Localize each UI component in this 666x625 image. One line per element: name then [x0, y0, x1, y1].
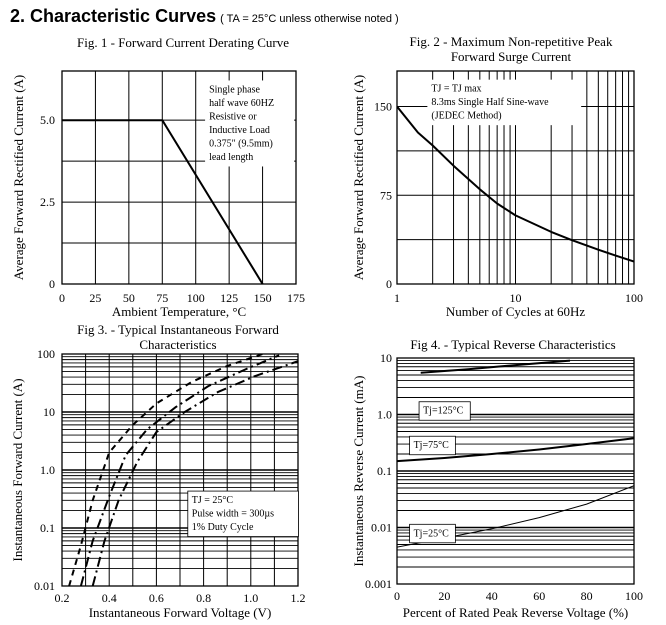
- y-axis-label: Instantaneous Reverse Current (mA): [351, 376, 366, 567]
- chart-title: Fig. 2 - Maximum Non-repetitive Peak: [410, 34, 613, 49]
- x-tick-label: 125: [220, 291, 238, 305]
- x-axis-label: Percent of Rated Peak Reverse Voltage (%…: [403, 605, 629, 620]
- x-axis-label: Instantaneous Forward Voltage (V): [89, 605, 272, 620]
- chart-title: Fig 4. - Typical Reverse Characteristics: [410, 337, 615, 352]
- x-tick-label: 0.4: [102, 591, 117, 605]
- annotation-text: Tj=75°C: [414, 440, 450, 451]
- y-axis-label: Instantaneous Forward Current (A): [10, 378, 25, 561]
- x-axis-label: Number of Cycles at 60Hz: [446, 304, 586, 319]
- x-tick-label: 1.2: [291, 591, 306, 605]
- annotation-text: 0.375" (9.5mm): [209, 138, 273, 149]
- y-tick-label: 0.1: [40, 521, 55, 535]
- x-tick-label: 1.0: [243, 591, 258, 605]
- annotation-text: Tj=125°C: [423, 406, 464, 417]
- series-line-2: [91, 360, 298, 586]
- plot-frame: [61, 70, 297, 285]
- annotation-text: 1% Duty Cycle: [192, 522, 254, 533]
- x-tick-label: 50: [123, 291, 135, 305]
- annotation-box: [187, 490, 299, 537]
- y-tick-label: 0.001: [365, 577, 392, 591]
- annotation-text: Single phase: [209, 84, 260, 95]
- x-tick-label: 25: [89, 291, 101, 305]
- annotation-text: Resistive or: [209, 111, 257, 122]
- y-tick-label: 75: [380, 188, 392, 202]
- chart-fig2: 1 10 100 0 75 150 Number of Cycles at 60Hz Aver…: [351, 34, 643, 319]
- chart-fig1: 0 25 50 75 100 125 150 175 0 2.5 5.0 Ambient Temper…: [11, 35, 305, 319]
- chart-title: Forward Surge Current: [451, 49, 572, 64]
- chart-fig3: 0.2 0.4 0.6 0.8 1.0 1.2 0.01 0.1 1.0 10 100 Instant…: [10, 322, 306, 620]
- annotation-box: [418, 401, 471, 421]
- chart-title: Fig 3. - Typical Instantaneous Forward: [77, 322, 279, 337]
- x-tick-label: 80: [581, 589, 593, 603]
- x-axis-label: Ambient Temperature, °C: [112, 304, 246, 319]
- y-tick-label: 1.0: [377, 408, 392, 422]
- x-tick-label: 0.6: [149, 591, 164, 605]
- chart-fig4: 0 20 40 60 80 100 0.001 0.01 0.1 1.0 10 Percent of …: [351, 337, 643, 620]
- plot-frame: [61, 353, 299, 587]
- y-tick-label: 0.01: [34, 579, 55, 593]
- y-tick-label: 10: [43, 405, 55, 419]
- x-tick-label: 100: [625, 291, 643, 305]
- chart-title: Characteristics: [139, 337, 216, 352]
- annotation-text: half wave 60HZ: [209, 98, 274, 109]
- x-tick-label: 0: [59, 291, 65, 305]
- grid-fig4: [397, 360, 634, 568]
- y-tick-label: 0.1: [377, 464, 392, 478]
- y-tick-label: 0: [386, 277, 392, 291]
- plot-frame: [396, 70, 635, 285]
- chart-title: Fig. 1 - Forward Current Derating Curve: [77, 35, 289, 50]
- plot-frame: [396, 357, 635, 585]
- x-tick-label: 20: [438, 589, 450, 603]
- x-tick-label: 0.8: [196, 591, 211, 605]
- annotation-box: [409, 523, 456, 544]
- annotation-text: Pulse width = 300µs: [192, 509, 274, 520]
- y-tick-label: 2.5: [40, 195, 55, 209]
- x-tick-label: 100: [187, 291, 205, 305]
- grid-fig3: [62, 354, 298, 586]
- x-tick-label: 175: [287, 291, 305, 305]
- series-line-0: [68, 354, 263, 586]
- x-tick-label: 60: [533, 589, 545, 603]
- y-tick-label: 10: [380, 351, 392, 365]
- page-title: 2. Characteristic Curves: [10, 6, 217, 26]
- annotation-text: Tj=25°C: [414, 528, 450, 539]
- annotation-text: TJ = TJ max: [431, 84, 481, 95]
- annotation-text: Inductive Load: [209, 125, 270, 136]
- x-tick-label: 40: [486, 589, 498, 603]
- y-axis-label: Average Forward Rectified Current (A): [11, 75, 26, 281]
- y-tick-label: 0.01: [371, 521, 392, 535]
- x-tick-label: 100: [625, 589, 643, 603]
- y-tick-label: 0: [49, 277, 55, 291]
- annotation-box: [205, 80, 295, 167]
- x-tick-label: 0.2: [55, 591, 70, 605]
- x-tick-label: 75: [156, 291, 168, 305]
- annotation-text: 8.3ms Single Half Sine-wave: [431, 97, 549, 108]
- x-tick-label: 10: [510, 291, 522, 305]
- annotation-box: [409, 435, 456, 456]
- annotation-text: lead length: [209, 152, 253, 163]
- annotation-text: TJ = 25°C: [192, 495, 234, 506]
- y-tick-label: 100: [37, 347, 55, 361]
- x-tick-label: 1: [394, 291, 400, 305]
- series-line-1: [79, 354, 280, 586]
- series-line-tj125c: [420, 359, 571, 374]
- y-tick-label: 150: [374, 100, 392, 114]
- y-tick-label: 5.0: [40, 113, 55, 127]
- page-note: ( TA = 25°C unless otherwise noted ): [220, 13, 399, 25]
- annotation-box: [427, 79, 582, 126]
- series-line-tj75c: [397, 437, 634, 463]
- series-line-0: [397, 105, 634, 263]
- y-axis-label: Average Forward Rectified Current (A): [351, 75, 366, 281]
- x-tick-label: 0: [394, 589, 400, 603]
- series-line-0: [62, 119, 264, 284]
- y-tick-label: 1.0: [40, 463, 55, 477]
- page-header: 2. Characteristic Curves ( TA = 25°C unl…: [10, 6, 399, 27]
- annotation-text: (JEDEC Method): [431, 111, 501, 122]
- x-tick-label: 150: [254, 291, 272, 305]
